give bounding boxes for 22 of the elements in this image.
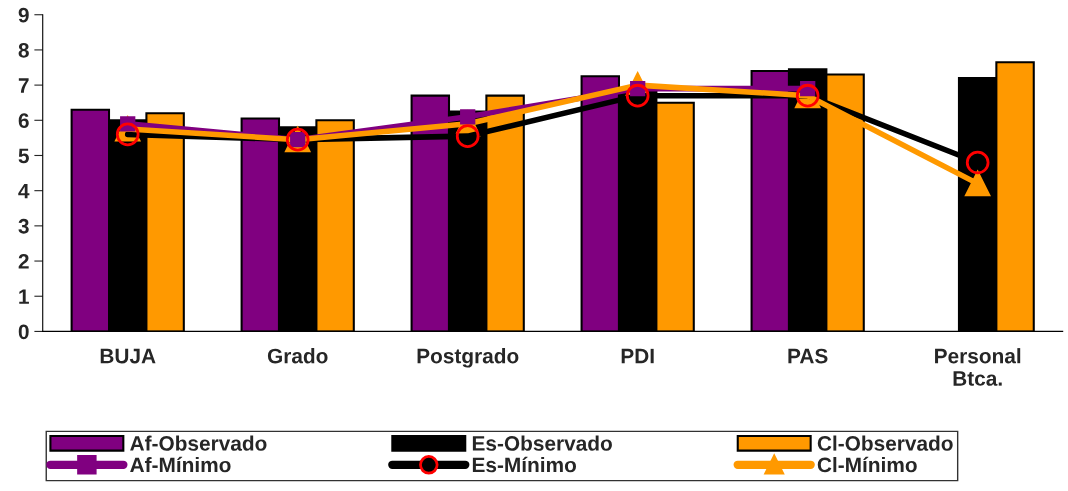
x-tick-label: Grado — [267, 348, 328, 364]
y-tick-label: 6 — [18, 113, 29, 129]
legend-label: Es-Mínimo — [472, 456, 577, 473]
y-tick-label: 8 — [18, 42, 29, 58]
x-tick-label: BUJA — [100, 348, 156, 364]
x-tick-label: Personal Btca. — [935, 348, 1021, 386]
y-tick-label: 1 — [19, 289, 29, 304]
legend-label: Cl-Observado — [817, 435, 953, 451]
y-tick-label: 2 — [18, 254, 29, 269]
y-tick-label: 9 — [18, 7, 29, 23]
legend-label: Af-Observado — [130, 435, 267, 451]
y-tick-label: 7 — [18, 78, 29, 93]
y-tick-label: 5 — [18, 148, 29, 164]
legend-label: Es-Observado — [472, 435, 612, 451]
x-tick-label: Postgrado — [417, 348, 519, 368]
legend-label: Cl-Mínimo — [817, 456, 917, 473]
y-tick-label: 0 — [18, 324, 29, 340]
y-tick-label: 3 — [18, 218, 29, 234]
legend-label: Af-Mínimo — [130, 456, 231, 473]
x-tick-label: PAS — [788, 348, 828, 364]
x-tick-label: PDI — [621, 348, 654, 364]
y-tick-label: 4 — [18, 183, 30, 199]
